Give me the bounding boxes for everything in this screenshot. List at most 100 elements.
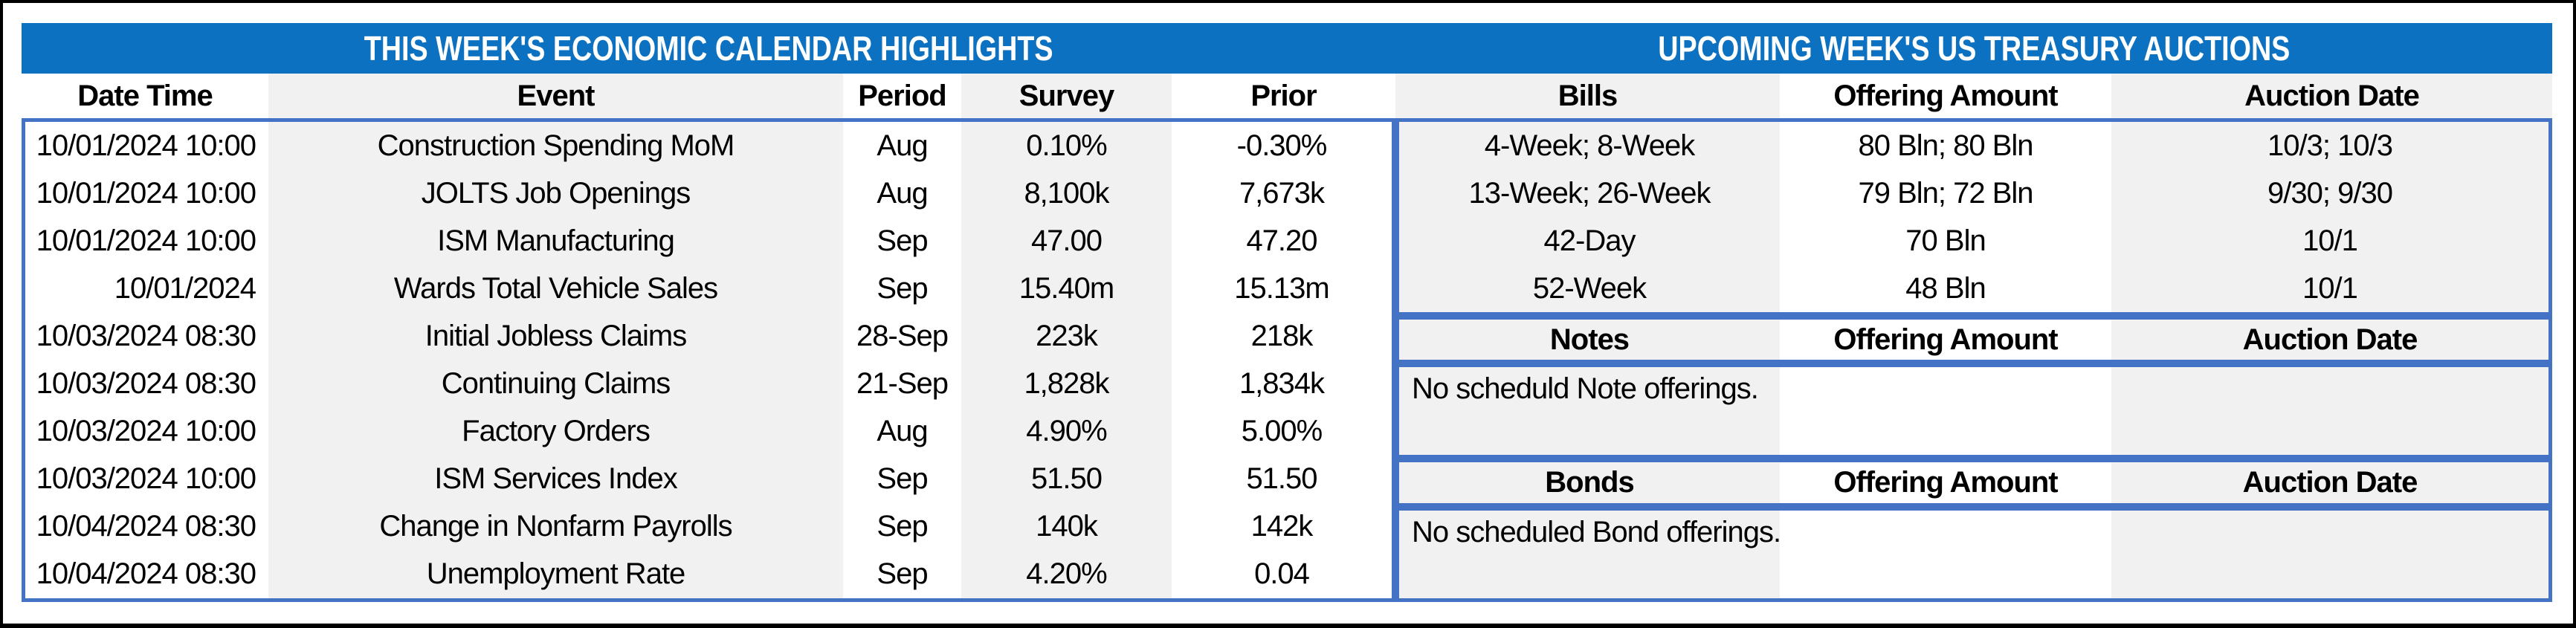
table-body: 10/01/2024 10:00 Construction Spending M… (22, 118, 2552, 602)
offering-amount-cell: 79 Bln; 72 Bln (1780, 169, 2111, 217)
auction-date-cell: 10/3; 10/3 (2111, 122, 2548, 169)
prior-cell: -0.30% (1172, 122, 1392, 170)
event-cell: ISM Services Index (268, 455, 843, 503)
date-time-cell: 10/04/2024 08:30 (25, 502, 268, 551)
date-time-cell: 10/03/2024 08:30 (25, 360, 268, 408)
prior-cell: 15.13m (1172, 265, 1392, 313)
calendar-row: 10/01/2024 10:00 Construction Spending M… (25, 122, 1392, 170)
col-header-survey: Survey (961, 74, 1172, 118)
bill-type-cell: 13-Week; 26-Week (1399, 169, 1780, 217)
prior-cell: 1,834k (1172, 360, 1392, 408)
period-cell: Sep (843, 550, 961, 598)
auction-date-cell: 10/1 (2111, 217, 2548, 265)
offering-amount-cell: 48 Bln (1780, 265, 2111, 312)
col-header-event: Event (268, 74, 843, 118)
calendar-row: 10/03/2024 10:00 Factory Orders Aug 4.90… (25, 407, 1392, 456)
notes-offering-message: No scheduld Note offerings. (1412, 372, 1759, 405)
survey-cell: 4.90% (961, 407, 1172, 456)
notes-section-header: Notes Offering Amount Auction Date (1395, 316, 2552, 363)
notes-header-label: Notes (1399, 320, 1780, 360)
notes-auction-date-header: Auction Date (2111, 320, 2548, 360)
date-time-cell: 10/03/2024 10:00 (25, 407, 268, 456)
event-cell: ISM Manufacturing (268, 217, 843, 265)
survey-cell: 4.20% (961, 550, 1172, 598)
period-cell: Sep (843, 265, 961, 313)
date-time-cell: 10/04/2024 08:30 (25, 550, 268, 598)
prior-cell: 5.00% (1172, 407, 1392, 456)
title-band: THIS WEEK'S ECONOMIC CALENDAR HIGHLIGHTS… (22, 23, 2552, 74)
survey-cell: 1,828k (961, 360, 1172, 408)
bonds-auction-date-header: Auction Date (2111, 462, 2548, 503)
bonds-offering-amount-header: Offering Amount (1780, 462, 2111, 503)
calendar-row: 10/01/2024 10:00 ISM Manufacturing Sep 4… (25, 217, 1392, 265)
period-cell: Aug (843, 169, 961, 218)
economic-calendar-title-cell: THIS WEEK'S ECONOMIC CALENDAR HIGHLIGHTS (22, 23, 1395, 74)
treasury-auctions-panel: 4-Week; 8-Week 80 Bln; 80 Bln 10/3; 10/3… (1395, 118, 2552, 602)
economic-calendar-title: THIS WEEK'S ECONOMIC CALENDAR HIGHLIGHTS (364, 29, 1053, 68)
prior-cell: 218k (1172, 312, 1392, 360)
event-cell: Unemployment Rate (268, 550, 843, 598)
offering-amount-cell: 80 Bln; 80 Bln (1780, 122, 2111, 169)
prior-cell: 51.50 (1172, 455, 1392, 503)
survey-cell: 8,100k (961, 169, 1172, 218)
auction-date-cell: 10/1 (2111, 265, 2548, 312)
prior-cell: 0.04 (1172, 550, 1392, 598)
period-cell: Sep (843, 502, 961, 551)
bonds-header-label: Bonds (1399, 462, 1780, 503)
col-header-auction-date: Auction Date (2111, 74, 2552, 118)
calendar-row: 10/04/2024 08:30 Change in Nonfarm Payro… (25, 502, 1392, 551)
calendar-row: 10/03/2024 08:30 Continuing Claims 21-Se… (25, 360, 1392, 408)
period-cell: Aug (843, 122, 961, 170)
bill-type-cell: 52-Week (1399, 265, 1780, 312)
economic-calendar-table: 10/01/2024 10:00 Construction Spending M… (22, 118, 1395, 602)
survey-cell: 0.10% (961, 122, 1172, 170)
offering-amount-cell: 70 Bln (1780, 217, 2111, 265)
period-cell: 21-Sep (843, 360, 961, 408)
notes-content-box: No scheduld Note offerings. (1395, 363, 2552, 459)
survey-cell: 51.50 (961, 455, 1172, 503)
period-cell: Sep (843, 217, 961, 265)
col-header-period: Period (843, 74, 961, 118)
bonds-content-box: No scheduled Bond offerings. (1395, 507, 2552, 602)
report-sheet: THIS WEEK'S ECONOMIC CALENDAR HIGHLIGHTS… (22, 23, 2552, 602)
col-header-bills: Bills (1395, 74, 1780, 118)
bills-row: 42-Day 70 Bln 10/1 (1399, 217, 2548, 265)
calendar-row: 10/01/2024 Wards Total Vehicle Sales Sep… (25, 265, 1392, 313)
event-cell: Change in Nonfarm Payrolls (268, 502, 843, 551)
treasury-auctions-title: UPCOMING WEEK'S US TREASURY AUCTIONS (1657, 29, 2291, 68)
col-header-prior: Prior (1172, 74, 1395, 118)
survey-cell: 15.40m (961, 265, 1172, 313)
date-time-cell: 10/03/2024 10:00 (25, 455, 268, 503)
date-time-cell: 10/01/2024 (25, 265, 268, 313)
date-time-cell: 10/03/2024 08:30 (25, 312, 268, 360)
bill-type-cell: 4-Week; 8-Week (1399, 122, 1780, 169)
event-cell: Continuing Claims (268, 360, 843, 408)
bonds-section-header: Bonds Offering Amount Auction Date (1395, 459, 2552, 507)
event-cell: Initial Jobless Claims (268, 312, 843, 360)
survey-cell: 223k (961, 312, 1172, 360)
bills-row: 52-Week 48 Bln 10/1 (1399, 265, 2548, 312)
date-time-cell: 10/01/2024 10:00 (25, 122, 268, 170)
prior-cell: 142k (1172, 502, 1392, 551)
survey-cell: 47.00 (961, 217, 1172, 265)
col-header-offering-amount: Offering Amount (1780, 74, 2111, 118)
event-cell: Factory Orders (268, 407, 843, 456)
bills-table: 4-Week; 8-Week 80 Bln; 80 Bln 10/3; 10/3… (1395, 118, 2552, 316)
event-cell: Construction Spending MoM (268, 122, 843, 170)
column-header-row: Date Time Event Period Survey Prior Bill… (22, 74, 2552, 118)
period-cell: 28-Sep (843, 312, 961, 360)
date-time-cell: 10/01/2024 10:00 (25, 169, 268, 218)
date-time-cell: 10/01/2024 10:00 (25, 217, 268, 265)
notes-offering-amount-header: Offering Amount (1780, 320, 2111, 360)
prior-cell: 7,673k (1172, 169, 1392, 218)
calendar-row: 10/03/2024 08:30 Initial Jobless Claims … (25, 312, 1392, 360)
calendar-row: 10/03/2024 10:00 ISM Services Index Sep … (25, 455, 1392, 503)
treasury-auctions-title-cell: UPCOMING WEEK'S US TREASURY AUCTIONS (1395, 23, 2552, 74)
calendar-row: 10/01/2024 10:00 JOLTS Job Openings Aug … (25, 169, 1392, 218)
bonds-offering-message: No scheduled Bond offerings. (1412, 516, 1781, 548)
prior-cell: 47.20 (1172, 217, 1392, 265)
bills-row: 13-Week; 26-Week 79 Bln; 72 Bln 9/30; 9/… (1399, 169, 2548, 217)
event-cell: JOLTS Job Openings (268, 169, 843, 218)
survey-cell: 140k (961, 502, 1172, 551)
